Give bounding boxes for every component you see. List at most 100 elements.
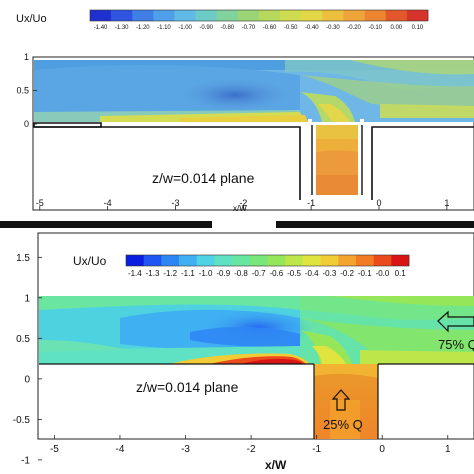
colorbar-swatch: [237, 10, 260, 21]
y-tick-label: 1: [24, 293, 30, 304]
x-tick-label: 1: [445, 444, 451, 455]
bottom-y-ticks: 1.5 1 0.5 0 -0.5 -1: [13, 253, 42, 466]
bottom-colorbar-ticks: -1.4 -1.3 -1.2 -1.1 -1.0 -0.9 -0.8 -0.7 -0.6 -0.5…: [128, 269, 406, 278]
top-colorbar-ticks: -1.40 -1.30 -1.20 -1.10 -1.00 -0.90 -0.80 -0.70…: [94, 25, 424, 31]
colorbar-swatch: [161, 255, 180, 266]
colorbar-tick-label: -1.3: [146, 269, 160, 278]
x-tick-label: -1: [312, 444, 321, 455]
x-tick-label: -3: [181, 444, 190, 455]
colorbar-swatch: [195, 10, 218, 21]
colorbar-tick-label: -0.90: [199, 25, 213, 31]
top-panel: Ux/Uo -1.40 -1.30 -1.20 -1.10 -1.00 -0.90 -0.8…: [16, 9, 474, 213]
colorbar-tick-label: -0.30: [326, 25, 340, 31]
colorbar-swatch: [280, 10, 302, 21]
colorbar-tick-label: -0.6: [269, 269, 283, 278]
colorbar-tick-label: -0.50: [284, 25, 298, 31]
colorbar-tick-label: -1.1: [181, 269, 195, 278]
colorbar-tick-label: 0.10: [412, 25, 424, 31]
bottom-panel: Ux/Uo -1.4 -1.3 -1.2 -1.1 -1.0 -0.9 -0.8 -0.7 -0…: [13, 232, 474, 472]
colorbar-tick-label: -1.20: [136, 25, 150, 31]
x-tick-label: 0: [379, 444, 385, 455]
top-walls: [33, 119, 474, 200]
colorbar-tick-label: -1.2: [163, 269, 177, 278]
x-tick-label: 0: [377, 198, 382, 208]
y-tick-label: 0: [24, 119, 29, 129]
colorbar-tick-label: -0.20: [347, 25, 361, 31]
panel-separator-left: [0, 221, 212, 228]
colorbar-swatch: [259, 10, 281, 21]
colorbar-swatch: [196, 255, 215, 266]
x-tick-label: -4: [104, 198, 112, 208]
y-tick-label: -0.5: [13, 415, 31, 426]
colorbar-tick-label: -1.10: [157, 25, 171, 31]
bottom-colorbar: [125, 254, 410, 267]
inlet-arrow-icon: [437, 310, 474, 333]
colorbar-tick-label: 0.1: [395, 269, 407, 278]
x-tick-label: -4: [116, 444, 125, 455]
colorbar-tick-label: -0.5: [287, 269, 301, 278]
x-tick-label: -5: [50, 444, 59, 455]
x-tick-label: -2: [239, 198, 247, 208]
bottom-channel-field: [39, 296, 474, 364]
colorbar-tick-label: -0.4: [305, 269, 319, 278]
top-x-ticks: -5 -4 -3 -2 -1 0 1: [36, 198, 449, 210]
colorbar-swatch: [355, 255, 374, 266]
y-tick-label: 1.5: [16, 253, 30, 264]
colorbar-swatch: [301, 10, 323, 21]
top-y-ticks: 10.50: [16, 52, 37, 129]
colorbar-tick-label: -0.8: [234, 269, 248, 278]
colorbar-tick-label: -0.1: [358, 269, 372, 278]
bottom-walls: [39, 363, 474, 439]
x-tick-label: 1: [444, 198, 449, 208]
bottom-colorbar-label: Ux/Uo: [73, 254, 107, 268]
colorbar-tick-label: -0.0: [376, 269, 390, 278]
branch-arrow-icon: [331, 389, 351, 411]
colorbar-swatch: [216, 10, 239, 21]
y-tick-label: 0: [24, 374, 30, 385]
colorbar-swatch: [126, 255, 144, 266]
colorbar-swatch: [143, 255, 162, 266]
colorbar-tick-label: -0.3: [323, 269, 337, 278]
colorbar-swatch: [90, 10, 112, 21]
colorbar-tick-label: -1.30: [115, 25, 129, 31]
colorbar-swatch: [320, 255, 339, 266]
x-tick-label: -2: [247, 444, 256, 455]
top-channel-field: [34, 60, 474, 122]
colorbar-tick-label: -0.7: [252, 269, 266, 278]
x-tick-label: -5: [36, 198, 44, 208]
colorbar-tick-label: -0.2: [340, 269, 354, 278]
bottom-plane-annotation: z/w=0.014 plane: [136, 379, 239, 395]
colorbar-tick-label: -1.0: [199, 269, 213, 278]
colorbar-swatch: [302, 255, 321, 266]
colorbar-tick-label: -0.10: [368, 25, 382, 31]
top-plane-annotation: z/w=0.014 plane: [152, 170, 255, 186]
colorbar-swatch: [385, 10, 408, 21]
x-tick-label: -1: [307, 198, 315, 208]
top-colorbar: [89, 9, 429, 22]
y-tick-label: 0.5: [16, 86, 29, 96]
colorbar-swatch: [338, 255, 357, 266]
colorbar-swatch: [267, 255, 286, 266]
colorbar-tick-label: -0.80: [220, 25, 234, 31]
colorbar-swatch: [111, 10, 133, 21]
colorbar-swatch: [132, 10, 154, 21]
y-tick-label: 1: [24, 52, 29, 62]
colorbar-tick-label: -0.60: [263, 25, 277, 31]
colorbar-swatch: [373, 255, 392, 266]
colorbar-swatch: [179, 255, 198, 266]
colorbar-swatch: [232, 255, 251, 266]
colorbar-tick-label: 0.00: [390, 25, 402, 31]
x-tick-label: -3: [171, 198, 179, 208]
colorbar-tick-label: -1.40: [94, 25, 108, 31]
colorbar-swatch: [153, 10, 175, 21]
top-branch-field: [311, 125, 363, 195]
colorbar-swatch: [249, 255, 268, 266]
top-colorbar-label: Ux/Uo: [16, 13, 47, 25]
top-x-axis-label: x/W: [233, 204, 247, 213]
colorbar-tick-label: -0.9: [216, 269, 230, 278]
panel-separator-right: [276, 221, 474, 228]
bottom-x-axis-label: x/W: [265, 458, 287, 472]
colorbar-tick-label: -0.70: [242, 25, 256, 31]
bottom-x-ticks: -5 -4 -3 -2 -1 0 1: [50, 435, 451, 455]
